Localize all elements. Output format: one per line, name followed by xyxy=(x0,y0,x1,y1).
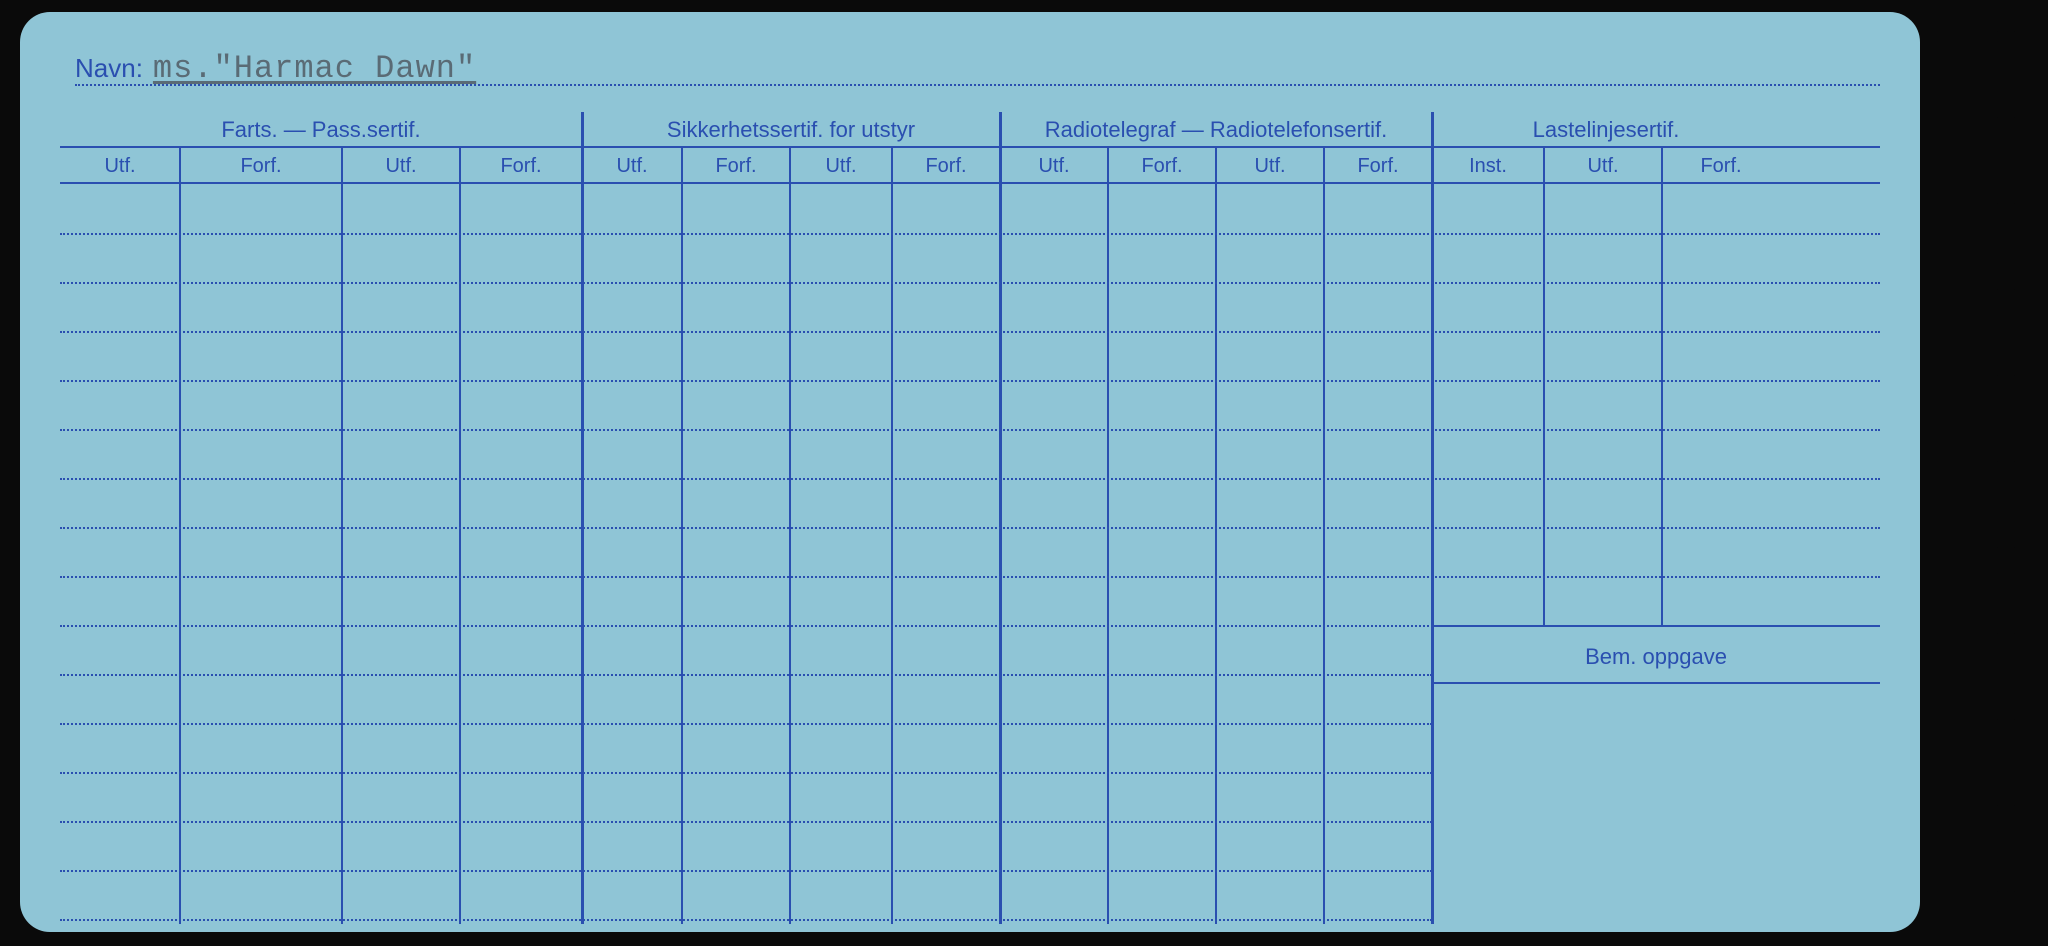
punch-hole xyxy=(1982,288,2030,336)
punch-hole xyxy=(1982,374,2030,422)
grid-row-line xyxy=(60,478,1880,480)
col-header: Forf. xyxy=(682,148,790,182)
grid-vline xyxy=(1323,148,1325,924)
grid-row-line xyxy=(60,282,1880,284)
data-area: Bem. oppgave xyxy=(60,184,1880,924)
section-header-radio: Radiotelegraf — Radiotelefonsertif. xyxy=(1000,112,1432,146)
section-header-sikkerhet: Sikkerhetssertif. for utstyr xyxy=(582,112,1000,146)
navn-row: Navn: ms."Harmac Dawn" xyxy=(75,50,1880,86)
col-header: Inst. xyxy=(1432,148,1544,182)
col-header: Forf. xyxy=(460,148,582,182)
col-header: Forf. xyxy=(1324,148,1432,182)
grid-row-line xyxy=(60,723,1432,725)
punch-hole xyxy=(1982,202,2030,250)
grid-vline xyxy=(179,148,181,924)
grid-vline xyxy=(1431,625,1434,924)
grid-row-line xyxy=(60,576,1880,578)
grid-vline xyxy=(1215,148,1217,924)
col-header: Utf. xyxy=(60,148,180,182)
section-headers-row: Farts. — Pass.sertif. Sikkerhetssertif. … xyxy=(60,112,1880,148)
grid-vline xyxy=(459,148,461,924)
certificate-grid: Farts. — Pass.sertif. Sikkerhetssertif. … xyxy=(60,112,1880,912)
punch-hole xyxy=(1982,460,2030,508)
section-header-farts: Farts. — Pass.sertif. xyxy=(60,112,582,146)
col-header: Utf. xyxy=(1216,148,1324,182)
index-card: Navn: ms."Harmac Dawn" Farts. — Pass.ser… xyxy=(20,12,1920,932)
grid-row-line xyxy=(60,429,1880,431)
grid-row-line xyxy=(60,331,1880,333)
grid-row-line xyxy=(60,674,1432,676)
col-header: Forf. xyxy=(1108,148,1216,182)
punch-hole xyxy=(1982,546,2030,594)
grid-vline xyxy=(341,148,343,924)
navn-value: ms."Harmac Dawn" xyxy=(153,50,476,87)
grid-vline xyxy=(1543,148,1545,625)
col-header: Utf. xyxy=(1544,148,1662,182)
col-header: Forf. xyxy=(1662,148,1780,182)
col-header: Utf. xyxy=(582,148,682,182)
punch-hole xyxy=(1982,632,2030,680)
grid-row-line xyxy=(60,625,1880,627)
bem-oppgave-label: Bem. oppgave xyxy=(1585,644,1727,669)
col-header: Forf. xyxy=(180,148,342,182)
punch-hole xyxy=(1982,804,2030,852)
punch-hole xyxy=(1982,890,2030,938)
grid-row-line xyxy=(60,380,1880,382)
grid-row-line xyxy=(60,870,1432,872)
grid-vline xyxy=(891,148,893,924)
column-headers-row: Utf. Forf. Utf. Forf. Utf. Forf. Utf. Fo… xyxy=(60,148,1880,184)
punch-holes xyxy=(1982,30,2030,938)
col-header: Forf. xyxy=(892,148,1000,182)
bem-oppgave-box: Bem. oppgave xyxy=(1432,625,1880,684)
punch-hole xyxy=(1982,30,2030,78)
grid-row-line xyxy=(60,821,1432,823)
grid-vline xyxy=(1661,148,1663,625)
navn-label: Navn: xyxy=(75,53,143,84)
grid-row-line xyxy=(60,527,1880,529)
grid-row-line xyxy=(60,772,1432,774)
section-header-lastelinje: Lastelinjesertif. xyxy=(1432,112,1780,146)
grid-vline xyxy=(681,148,683,924)
col-header: Utf. xyxy=(342,148,460,182)
punch-hole xyxy=(1982,116,2030,164)
col-header: Utf. xyxy=(1000,148,1108,182)
grid-row-line xyxy=(60,233,1880,235)
grid-row-line xyxy=(60,919,1432,921)
grid-vline xyxy=(1107,148,1109,924)
punch-hole xyxy=(1982,718,2030,766)
grid-vline xyxy=(789,148,791,924)
col-header: Utf. xyxy=(790,148,892,182)
